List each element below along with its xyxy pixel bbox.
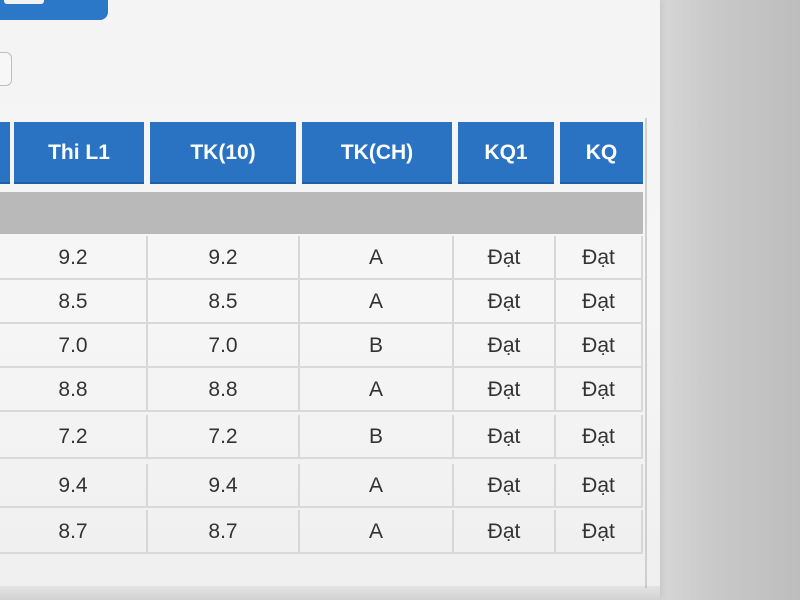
cell-kq: Đạt: [556, 324, 643, 368]
cell-kq: Đạt: [556, 510, 643, 554]
table-row[interactable]: 8.8 8.8 A Đạt Đạt: [0, 368, 643, 412]
table-row[interactable]: 7.2 7.2 B Đạt Đạt: [0, 415, 643, 459]
cell-thi-l1: 7.2: [0, 415, 148, 459]
row-divider: [0, 366, 643, 368]
cell-tk10: 9.2: [148, 236, 300, 280]
cell-kq1: Đạt: [454, 415, 556, 459]
header-tk10[interactable]: TK(10): [150, 122, 296, 184]
cell-tk10: 8.8: [148, 368, 300, 412]
cell-tkch: B: [300, 415, 454, 459]
cell-kq: Đạt: [556, 236, 643, 280]
cell-kq: Đạt: [556, 415, 643, 459]
cell-tkch: A: [300, 280, 454, 324]
cell-kq1: Đạt: [454, 510, 556, 554]
header-cell-offscreen: [0, 122, 10, 184]
row-divider: [0, 457, 643, 459]
cell-thi-l1: 7.0: [0, 324, 148, 368]
cell-thi-l1: 8.8: [0, 368, 148, 412]
monitor-bezel: [655, 0, 800, 600]
cell-thi-l1: 8.7: [0, 510, 148, 554]
row-divider: [0, 506, 643, 508]
header-kq1[interactable]: KQ1: [458, 122, 554, 184]
header-tkch[interactable]: TK(CH): [302, 122, 452, 184]
cell-kq1: Đạt: [454, 368, 556, 412]
cell-kq1: Đạt: [454, 236, 556, 280]
table-row[interactable]: 9.4 9.4 A Đạt Đạt: [0, 464, 643, 508]
table-row[interactable]: 7.0 7.0 B Đạt Đạt: [0, 324, 643, 368]
cell-tkch: A: [300, 464, 454, 508]
cell-thi-l1: 9.4: [0, 464, 148, 508]
cell-tk10: 7.2: [148, 415, 300, 459]
cell-thi-l1: 9.2: [0, 236, 148, 280]
cell-tkch: A: [300, 236, 454, 280]
cell-thi-l1: 8.5: [0, 280, 148, 324]
table-row[interactable]: 9.2 9.2 A Đạt Đạt: [0, 236, 643, 280]
cell-kq1: Đạt: [454, 324, 556, 368]
table-row[interactable]: 8.7 8.7 A Đạt Đạt: [0, 510, 643, 554]
cell-kq1: Đạt: [454, 464, 556, 508]
cell-kq: Đạt: [556, 464, 643, 508]
table-row[interactable]: 8.5 8.5 A Đạt Đạt: [0, 280, 643, 324]
left-edge-control[interactable]: [0, 52, 12, 86]
cell-kq: Đạt: [556, 280, 643, 324]
cell-tk10: 9.4: [148, 464, 300, 508]
cell-tk10: 8.5: [148, 280, 300, 324]
cell-kq1: Đạt: [454, 280, 556, 324]
cell-tk10: 8.7: [148, 510, 300, 554]
cell-tkch: A: [300, 510, 454, 554]
cell-tkch: B: [300, 324, 454, 368]
top-action-button[interactable]: [0, 0, 108, 20]
row-divider: [0, 552, 643, 554]
cell-tk10: 7.0: [148, 324, 300, 368]
web-page: Thi L1 TK(10) TK(CH) KQ1 KQ 9.2 9.2 A Đạt Đạ…: [0, 0, 660, 600]
bottom-shadow: [0, 586, 660, 600]
header-kq[interactable]: KQ: [560, 122, 643, 184]
row-divider: [0, 410, 643, 412]
row-divider: [0, 322, 643, 324]
cell-tkch: A: [300, 368, 454, 412]
cell-kq: Đạt: [556, 368, 643, 412]
group-separator-row: [0, 192, 643, 234]
header-thi-l1[interactable]: Thi L1: [14, 122, 144, 184]
top-action-button-inner: [4, 0, 44, 4]
grades-table: Thi L1 TK(10) TK(CH) KQ1 KQ 9.2 9.2 A Đạt Đạ…: [0, 118, 647, 588]
row-divider: [0, 278, 643, 280]
